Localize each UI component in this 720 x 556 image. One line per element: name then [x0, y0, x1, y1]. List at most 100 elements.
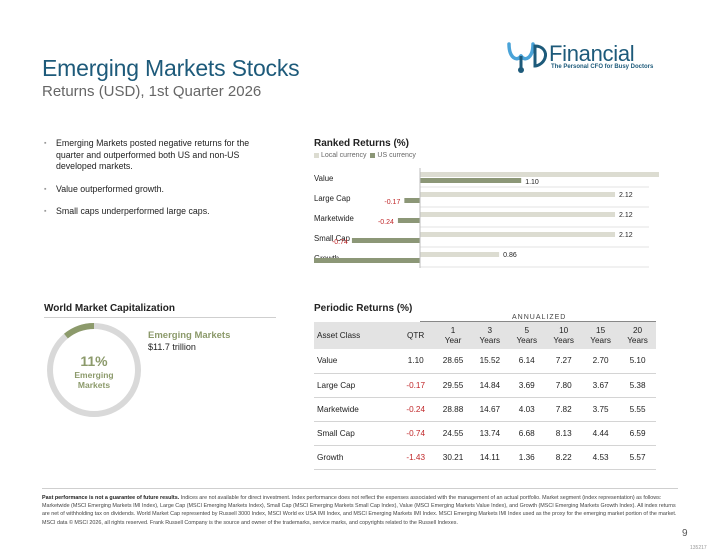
- page-number: 9: [682, 528, 688, 539]
- return-cell: 1.36: [508, 445, 546, 471]
- periodic-returns-title: Periodic Returns (%): [314, 303, 413, 314]
- data-label-us: 1.10: [525, 179, 539, 186]
- header-1-year: 1 Year: [434, 322, 472, 349]
- asset-class-cell: Large Cap: [314, 373, 397, 398]
- logo-tagline: The Personal CFO for Busy Doctors: [551, 64, 654, 70]
- bar-us-currency: [314, 258, 420, 263]
- return-cell: 14.84: [471, 373, 509, 398]
- return-cell: 7.27: [545, 349, 583, 374]
- donut-emerging-slice: [64, 323, 95, 339]
- legend-label-local: Local currency: [321, 152, 367, 159]
- world-cap-title: World Market Capitalization: [44, 303, 175, 314]
- header-10-years: 10 Years: [545, 322, 583, 349]
- return-cell: 3.67: [582, 373, 620, 398]
- page-title: Emerging Markets Stocks: [42, 55, 300, 81]
- disclosure-footer: Past performance is not a guarantee of f…: [42, 494, 678, 527]
- bar-local-currency: [420, 252, 500, 257]
- return-cell: 6.68: [508, 421, 546, 447]
- page-subtitle: Returns (USD), 1st Quarter 2026: [42, 83, 262, 100]
- return-cell: 4.03: [508, 397, 546, 423]
- return-cell: -0.74: [396, 421, 435, 447]
- return-cell: 6.14: [508, 349, 546, 374]
- legend-swatch-local: [314, 152, 319, 158]
- header-asset-class: Asset Class: [314, 322, 397, 349]
- bullet-item: Emerging Markets posted negative returns…: [44, 138, 264, 173]
- footer-divider: [42, 488, 678, 489]
- return-cell: 4.44: [582, 421, 620, 447]
- category-label: Marketwide: [314, 214, 354, 223]
- data-label-local: 2.12: [619, 192, 633, 199]
- bullet-item: Small caps underperformed large caps.: [44, 206, 264, 218]
- ranked-returns-title: Ranked Returns (%): [314, 138, 410, 149]
- return-cell: 24.55: [434, 421, 472, 447]
- bar-local-currency: [420, 172, 659, 177]
- return-cell: 2.70: [582, 349, 620, 374]
- summary-bullets: Emerging Markets posted negative returns…: [44, 138, 264, 229]
- data-label-local: 2.12: [619, 212, 633, 219]
- annualized-divider: [420, 321, 656, 322]
- table-row: Small Cap -0.74 24.55 13.74 6.68 8.13 4.44 6.59: [314, 421, 656, 447]
- return-cell: 6.59: [619, 421, 656, 447]
- table-row: Value 1.10 28.65 15.52 6.14 7.27 2.70 5.10: [314, 349, 656, 374]
- legend-label-us: US currency: [377, 152, 416, 159]
- bar-local-currency: [420, 232, 616, 237]
- category-label: Value: [314, 174, 333, 183]
- data-label-us: -0.17: [384, 199, 400, 206]
- return-cell: 28.88: [434, 397, 472, 423]
- logo-brand-text: Financial: [549, 41, 635, 66]
- data-label-local: 0.86: [503, 252, 517, 259]
- return-cell: -0.24: [396, 397, 435, 423]
- return-cell: 8.22: [545, 445, 583, 471]
- bar-us-currency: [404, 198, 420, 203]
- return-cell: 15.52: [471, 349, 509, 374]
- disclosure-bold: Past performance is not a guarantee of f…: [42, 495, 180, 501]
- disclosure-text: Indices are not available for direct inv…: [42, 495, 677, 526]
- return-cell: 7.80: [545, 373, 583, 398]
- return-cell: 13.74: [471, 421, 509, 447]
- ranked-legend: Local currency US currency: [314, 152, 416, 159]
- asset-class-cell: Small Cap: [314, 421, 397, 447]
- table-row: Growth -1.43 30.21 14.11 1.36 8.22 4.53 5.57: [314, 445, 656, 471]
- table-row: Marketwide -0.24 28.88 14.67 4.03 7.82 3.75 5.5…: [314, 397, 656, 423]
- table-header-row: Asset Class QTR 1 Year 3 Years 5 Years 10 Ye…: [314, 322, 656, 349]
- table-row: Large Cap -0.17 29.55 14.84 3.69 7.80 3.67 5.38: [314, 373, 656, 398]
- asset-class-cell: Marketwide: [314, 397, 397, 423]
- category-label: Small Cap: [314, 234, 351, 243]
- return-cell: 28.65: [434, 349, 472, 374]
- bar-us-currency: [420, 178, 522, 183]
- company-logo: Financial The Personal CFO for Busy Doct…: [505, 34, 680, 78]
- return-cell: 8.13: [545, 421, 583, 447]
- category-label: Large Cap: [314, 194, 351, 203]
- emerging-markets-label: Emerging Markets: [148, 330, 231, 341]
- header-15-years: 15 Years: [582, 322, 620, 349]
- bar-us-currency: [397, 218, 420, 223]
- bar-us-currency: [351, 238, 420, 243]
- return-cell: 1.10: [396, 349, 435, 374]
- return-cell: 7.82: [545, 397, 583, 423]
- header-3-years: 3 Years: [471, 322, 509, 349]
- return-cell: 3.69: [508, 373, 546, 398]
- periodic-returns-table: Asset Class QTR 1 Year 3 Years 5 Years 10 Ye…: [314, 322, 656, 471]
- annualized-label: ANNUALIZED: [512, 314, 567, 321]
- return-cell: -1.43: [396, 445, 435, 471]
- data-label-us: -0.24: [378, 219, 394, 226]
- emerging-markets-value: $11.7 trillion: [148, 342, 196, 352]
- bullet-item: Value outperformed growth.: [44, 184, 264, 196]
- return-cell: 5.10: [619, 349, 656, 374]
- donut-center-line1: Emerging: [74, 370, 113, 380]
- return-cell: 30.21: [434, 445, 472, 471]
- logo-mark-icon: [507, 42, 547, 73]
- legend-swatch-us: [370, 152, 376, 158]
- return-cell: 29.55: [434, 373, 472, 398]
- data-label-local: 2.12: [619, 232, 633, 239]
- return-cell: 5.55: [619, 397, 656, 423]
- donut-percent: 11%: [80, 353, 108, 369]
- return-cell: 14.67: [471, 397, 509, 423]
- bar-local-currency: [420, 212, 616, 217]
- return-cell: 4.53: [582, 445, 620, 471]
- bar-local-currency: [420, 192, 616, 197]
- header-5-years: 5 Years: [508, 322, 546, 349]
- header-20-years: 20 Years: [619, 322, 656, 349]
- header-qtr: QTR: [396, 322, 435, 349]
- donut-center-line2: Markets: [78, 380, 110, 390]
